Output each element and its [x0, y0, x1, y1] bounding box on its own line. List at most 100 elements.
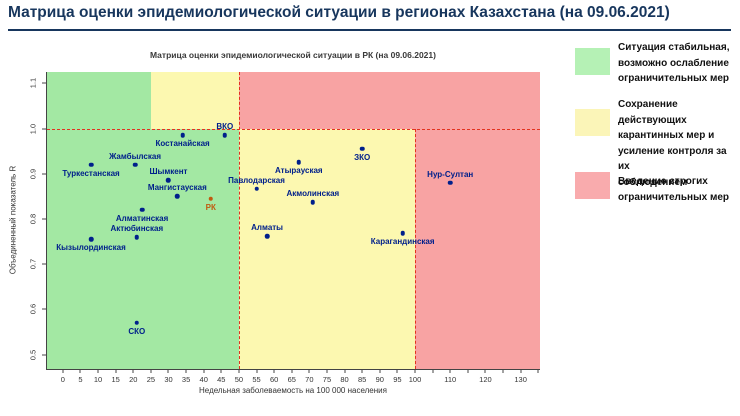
x-tick-label-90: 90: [375, 375, 384, 384]
legend-text-line: Ситуация стабильная,: [618, 42, 730, 53]
y-tick-label-0.9: 0.9: [28, 168, 38, 179]
legend-text-line: усиление контроля за их: [618, 145, 727, 173]
data-point-Шымкент: [166, 178, 171, 183]
x-tick-label-40: 40: [199, 375, 208, 384]
data-point-label-СКО: СКО: [128, 326, 146, 336]
page-title: Матрица оценки эпидемиологической ситуац…: [8, 4, 670, 21]
x-tick-95: [396, 369, 398, 373]
legend-text-keep-quarantine-measures: Сохранение действующих карантинных мер и у…: [618, 97, 740, 190]
zone-yellow-upper: [150, 72, 239, 129]
data-point-label-Нур-Султан: Нур-Султан: [427, 169, 474, 179]
data-point-label-Алматинская: Алматинская: [115, 213, 169, 223]
x-tick-0: [62, 369, 64, 373]
legend-text-strict-restrictions: Введение строгих ограничительных мер: [618, 174, 740, 205]
threshold-line-incidence-100: [414, 128, 416, 369]
y-tick-label-0.5: 0.5: [28, 349, 38, 360]
data-point-СКО: [134, 320, 140, 326]
x-tick-80: [344, 369, 346, 373]
data-point-Жамбылская: [132, 162, 138, 167]
legend-swatch-situation-stable: [575, 48, 610, 75]
zone-green-lower: [47, 128, 239, 369]
threshold-line-incidence-50: [238, 72, 240, 369]
x-tick-label-20: 20: [129, 375, 138, 384]
x-tick-110: [449, 369, 451, 373]
x-tick-35: [185, 369, 187, 373]
x-tick-label-75: 75: [322, 375, 332, 384]
x-tick-label-35: 35: [181, 375, 191, 384]
data-point-label-Карагандинская: Карагандинская: [370, 237, 435, 247]
x-tick-label-60: 60: [269, 375, 279, 384]
x-tick-label-5: 5: [78, 375, 83, 384]
data-point-Костанайская: [180, 133, 185, 138]
x-tick-label-80: 80: [340, 375, 349, 384]
x-tick-label-0: 0: [60, 375, 65, 384]
x-tick-label-15: 15: [111, 375, 120, 384]
x-tick-label-120: 120: [479, 375, 492, 384]
legend-text-line: соблюдением: [618, 176, 688, 188]
plot-area: 0 5 10 15 20 25 30 35 40 45 50 55 60 65 70 75 80 85 90 95 10…: [29, 72, 540, 384]
x-tick-label-85: 85: [357, 375, 367, 384]
x-tick-55: [256, 369, 258, 373]
x-tick-120: [484, 369, 486, 373]
data-point-label-Атырауская: Атырауская: [274, 166, 323, 176]
data-point-Нур-Султан: [447, 180, 453, 185]
data-point-Кызылординская: [88, 237, 94, 242]
x-tick-50: [238, 369, 240, 373]
y-tick-0.6: [42, 308, 47, 310]
y-tick-label-0.7: 0.7: [28, 258, 38, 270]
x-tick-15: [115, 369, 117, 373]
x-tick-label-100: 100: [408, 375, 422, 384]
y-tick-0.5: [42, 354, 47, 356]
y-tick-label-1.1: 1.1: [28, 78, 38, 89]
x-tick-125: [502, 369, 504, 373]
x-tick-75: [326, 369, 328, 373]
epidemiological-matrix-chart: Матрица оценки эпидемиологической ситуац…: [0, 34, 560, 416]
legend-text-line: Сохранение действующих: [618, 99, 687, 126]
y-axis-title: Объединенный показатель R: [8, 165, 18, 275]
data-point-label-Шымкент: Шымкент: [149, 167, 188, 177]
data-point-label-Акмолинская: Акмолинская: [286, 189, 340, 199]
chart-title: Матрица оценки эпидемиологической ситуац…: [150, 50, 436, 60]
x-tick-label-70: 70: [305, 375, 314, 384]
legend-text-line: возможно ослабление: [618, 57, 729, 69]
data-point-label-Алматы: Алматы: [251, 223, 284, 233]
y-tick-0.7: [42, 263, 47, 265]
legend-text-line: ограничительных мер: [618, 191, 730, 203]
y-tick-label-0.8: 0.8: [28, 213, 38, 225]
data-point-Акмолинская: [310, 199, 316, 205]
x-tick-40: [203, 369, 205, 373]
x-tick-label-25: 25: [146, 375, 156, 384]
x-axis-title: Недельная заболеваемость на 100 000 насе…: [199, 386, 387, 395]
threshold-line-r-equals-1: [47, 128, 540, 130]
data-point-label-Мангистауская: Мангистауская: [147, 183, 207, 193]
x-tick-30: [167, 369, 169, 373]
legend-swatch-keep-quarantine-measures: [575, 109, 610, 136]
x-tick-65: [291, 369, 293, 373]
x-tick-20: [132, 369, 134, 373]
data-point-label-Актюбинская: Актюбинская: [110, 224, 164, 233]
data-point-Туркестанская: [88, 162, 94, 167]
legend: Ситуация стабильная, возможно ослабление о…: [565, 34, 740, 416]
legend-text-line: ограничительных мер: [618, 73, 730, 84]
y-tick-1.1: [42, 82, 47, 84]
zone-red-upper: [238, 72, 540, 129]
data-point-Актюбинская: [134, 234, 140, 240]
data-point-Алматинская: [139, 207, 145, 213]
data-point-label-ВКО: ВКО: [216, 122, 234, 132]
data-point-Мангистауская: [175, 194, 180, 199]
x-tick-label-45: 45: [217, 375, 226, 384]
data-point-ЗКО: [359, 146, 365, 152]
x-tick-25: [150, 369, 152, 373]
y-tick-label-1.0: 1.0: [28, 123, 38, 134]
zone-green-upper: [47, 72, 151, 129]
legend-text-line: карантинных мер и: [618, 130, 715, 141]
x-tick-105: [432, 369, 434, 373]
title-underline: [8, 29, 731, 31]
y-tick-0.8: [42, 218, 47, 220]
x-tick-70: [308, 369, 310, 373]
x-tick-130: [520, 369, 522, 373]
data-point-РК: [208, 196, 213, 201]
x-tick-85: [361, 369, 363, 373]
data-point-Карагандинская: [400, 231, 405, 236]
